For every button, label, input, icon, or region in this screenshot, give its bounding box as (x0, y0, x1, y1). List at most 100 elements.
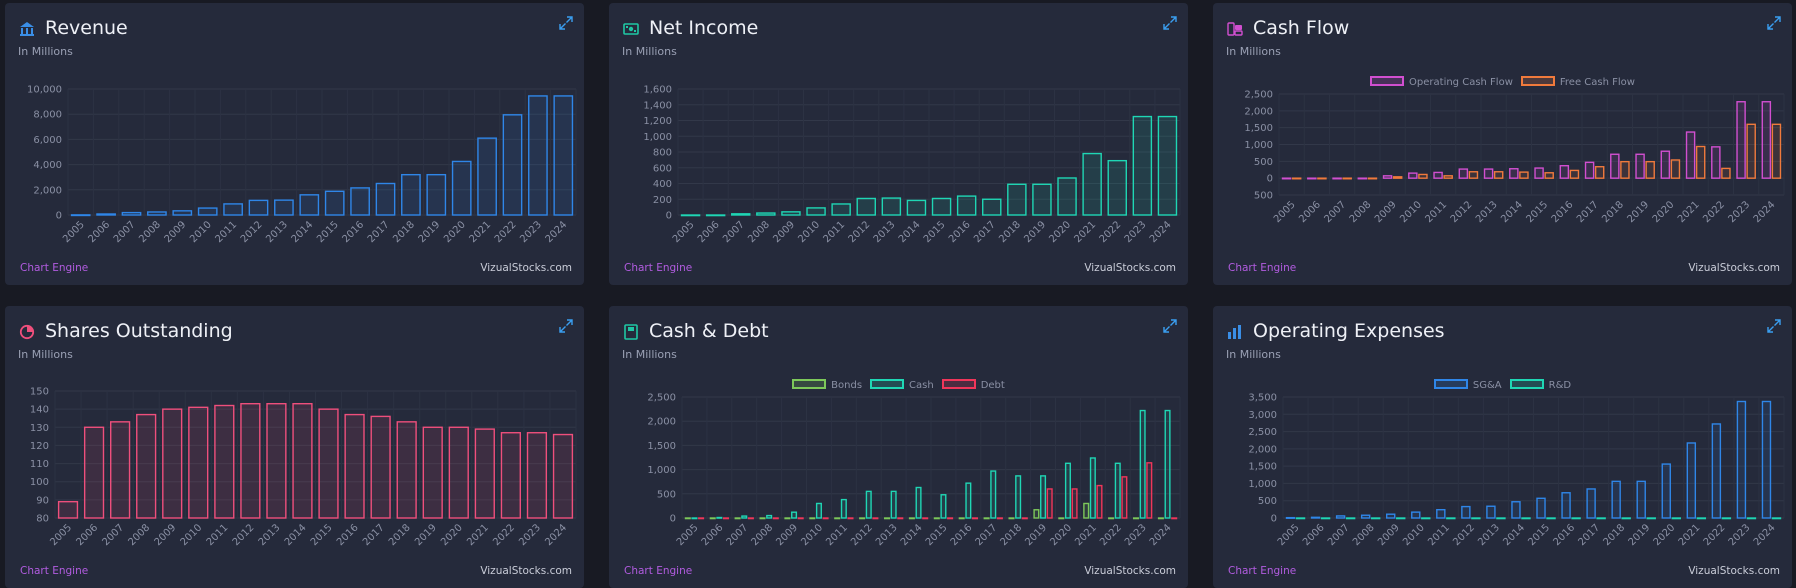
bar[interactable] (859, 517, 866, 520)
bar[interactable] (1370, 517, 1381, 520)
bar[interactable] (1320, 517, 1331, 520)
expand-icon[interactable] (1766, 318, 1782, 334)
bar[interactable] (375, 182, 396, 216)
bar[interactable] (248, 199, 269, 216)
bar[interactable] (1509, 168, 1519, 179)
bar[interactable] (1335, 515, 1346, 519)
bar[interactable] (881, 197, 902, 216)
bar[interactable] (1285, 516, 1296, 519)
bar[interactable] (1636, 480, 1646, 519)
legend-item[interactable]: Cash (870, 379, 934, 391)
bar[interactable] (722, 517, 730, 520)
bar[interactable] (734, 517, 741, 520)
expand-icon[interactable] (558, 318, 574, 334)
bar[interactable] (1610, 153, 1620, 179)
bar[interactable] (1132, 517, 1140, 520)
bar[interactable] (110, 421, 131, 519)
chart-engine-link[interactable]: Chart Engine (624, 262, 693, 274)
bar[interactable] (318, 408, 339, 519)
bar[interactable] (1418, 173, 1428, 179)
bar[interactable] (1519, 171, 1529, 179)
bar[interactable] (344, 413, 365, 519)
bar[interactable] (526, 432, 548, 519)
bar[interactable] (940, 494, 947, 519)
bar[interactable] (1534, 167, 1544, 179)
bar[interactable] (865, 490, 872, 519)
bar[interactable] (831, 203, 851, 216)
chart-engine-link[interactable]: Chart Engine (20, 262, 89, 274)
bar[interactable] (1736, 400, 1747, 519)
bar[interactable] (883, 517, 891, 520)
bar[interactable] (1386, 513, 1396, 519)
bar[interactable] (1736, 101, 1746, 179)
bar[interactable] (1721, 167, 1731, 179)
bar[interactable] (1571, 517, 1581, 520)
bar[interactable] (1696, 517, 1707, 520)
bar[interactable] (1458, 168, 1469, 179)
bar[interactable] (784, 517, 791, 520)
bar[interactable] (908, 517, 915, 520)
bar[interactable] (1746, 123, 1756, 179)
bar[interactable] (741, 515, 748, 519)
bar[interactable] (451, 160, 472, 216)
bar[interactable] (1496, 517, 1506, 520)
bar[interactable] (1433, 171, 1443, 179)
bar[interactable] (1746, 517, 1757, 520)
bar[interactable] (1446, 517, 1456, 520)
bar[interactable] (1521, 517, 1531, 520)
bar[interactable] (815, 502, 822, 519)
bar[interactable] (240, 402, 261, 519)
bar[interactable] (1332, 177, 1342, 180)
bar[interactable] (1108, 517, 1115, 520)
bar[interactable] (1645, 160, 1655, 179)
bar[interactable] (1007, 183, 1027, 216)
bar[interactable] (971, 517, 979, 520)
bar[interactable] (922, 517, 929, 520)
bar[interactable] (791, 511, 798, 519)
bar[interactable] (172, 210, 193, 216)
bar[interactable] (1761, 101, 1772, 179)
bar[interactable] (1596, 517, 1606, 520)
legend-item[interactable]: Bonds (792, 379, 862, 391)
bar[interactable] (809, 517, 816, 520)
bar[interactable] (274, 199, 294, 216)
bar[interactable] (990, 470, 997, 519)
bar[interactable] (982, 198, 1002, 216)
bar[interactable] (1307, 177, 1317, 180)
bar[interactable] (1157, 115, 1178, 216)
bar[interactable] (147, 211, 167, 216)
bar[interactable] (121, 211, 142, 216)
bar[interactable] (324, 190, 345, 216)
bar[interactable] (965, 482, 972, 519)
bar[interactable] (1594, 166, 1605, 179)
chart-engine-link[interactable]: Chart Engine (1228, 262, 1297, 274)
bar[interactable] (1436, 509, 1446, 519)
bar[interactable] (705, 214, 726, 217)
bar[interactable] (553, 95, 574, 216)
bar[interactable] (552, 433, 574, 519)
bar[interactable] (766, 514, 773, 519)
legend-item[interactable]: SG&A (1433, 379, 1502, 391)
bar[interactable] (1015, 475, 1022, 519)
bar[interactable] (797, 517, 804, 520)
legend-item[interactable]: R&D (1509, 379, 1571, 391)
bar[interactable] (1082, 152, 1102, 216)
bar[interactable] (1291, 177, 1302, 180)
bar[interactable] (1139, 409, 1146, 519)
bar[interactable] (1071, 488, 1078, 519)
expand-icon[interactable] (1766, 15, 1782, 31)
bar[interactable] (684, 517, 691, 520)
bar[interactable] (731, 213, 751, 216)
bar[interactable] (1310, 516, 1321, 519)
bar[interactable] (1471, 517, 1481, 520)
bar[interactable] (1483, 168, 1494, 179)
bar[interactable] (1357, 177, 1368, 180)
bar[interactable] (709, 517, 716, 520)
bar[interactable] (422, 426, 443, 519)
bar[interactable] (1164, 409, 1171, 519)
bar[interactable] (1771, 123, 1782, 179)
bar[interactable] (1132, 115, 1153, 216)
bar[interactable] (70, 214, 91, 217)
bar[interactable] (401, 173, 421, 216)
bar[interactable] (1021, 517, 1028, 520)
